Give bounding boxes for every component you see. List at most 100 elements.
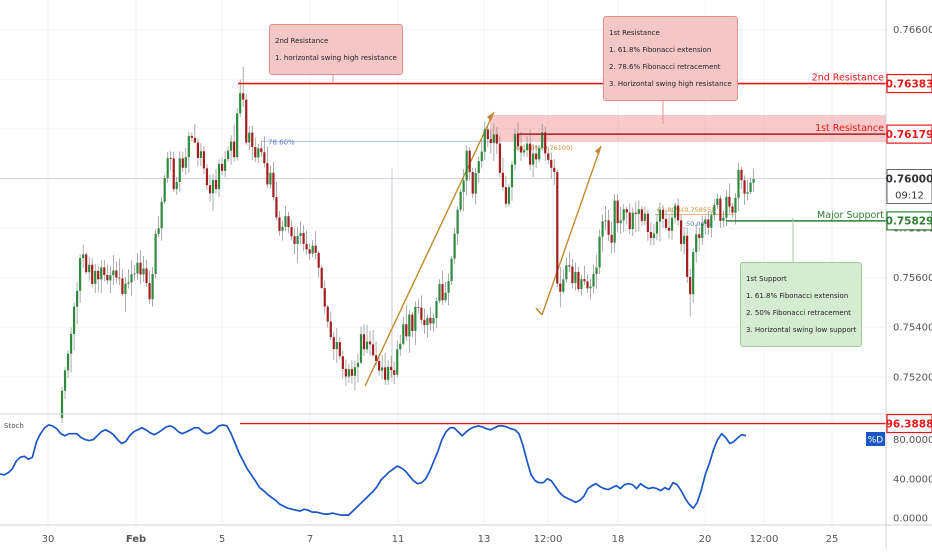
- resistance-1-label: 1st Resistance: [815, 123, 884, 134]
- stoch-d-line: [0, 424, 747, 516]
- candle-body: [489, 139, 492, 144]
- candle-body: [82, 254, 85, 259]
- candle-body: [571, 266, 574, 284]
- candle-body: [661, 209, 665, 219]
- candle-body: [713, 205, 716, 216]
- time-tick-label: 12:00: [750, 534, 779, 545]
- candle-body: [631, 212, 634, 230]
- candle-body: [414, 306, 417, 331]
- candle-body: [317, 252, 320, 268]
- candle-body: [625, 209, 628, 213]
- candle-body: [462, 180, 465, 192]
- candle-body: [374, 355, 378, 361]
- candle-body: [655, 221, 659, 234]
- candle-body: [124, 283, 127, 295]
- candle-body: [683, 235, 686, 244]
- candle-body: [574, 271, 577, 284]
- support-price-badge-box: [886, 211, 932, 231]
- candle-body: [178, 158, 181, 182]
- time-tick-label: 5: [219, 534, 225, 545]
- candle-body: [236, 113, 239, 158]
- candle-body: [251, 132, 254, 148]
- candle-body: [175, 181, 178, 190]
- candle-body: [676, 205, 680, 221]
- candle-body: [248, 132, 251, 143]
- candle-body: [214, 179, 218, 190]
- candle-body: [692, 252, 695, 295]
- candle-body: [432, 318, 435, 324]
- candle-body: [743, 180, 746, 194]
- candle-body: [634, 212, 637, 214]
- candle-body: [293, 236, 296, 244]
- candle-body: [350, 369, 354, 376]
- candle-body: [568, 265, 571, 267]
- candle-body: [695, 234, 698, 253]
- support-label: Major Support: [817, 210, 884, 221]
- candle-body: [353, 367, 357, 376]
- candle-body: [550, 159, 553, 168]
- candle-body: [263, 152, 266, 164]
- candle-body: [459, 191, 462, 210]
- candle-body: [607, 220, 610, 235]
- candle-body: [583, 279, 586, 282]
- candle-body: [643, 213, 646, 221]
- candle-body: [109, 275, 112, 281]
- candle-body: [411, 314, 414, 331]
- candle-body: [529, 143, 532, 165]
- candle-body: [230, 141, 233, 151]
- candle-body: [435, 300, 438, 319]
- time-tick-label: 12:00: [534, 534, 563, 545]
- candle-body: [480, 151, 483, 162]
- candle-body: [746, 192, 749, 194]
- callout-1st-resistance: 1st Resistance 1. 61.8% Fibonacci extens…: [603, 16, 738, 101]
- candle-body: [287, 216, 290, 228]
- callout-1st-support: 1st Support 1. 61.8% Fibonacci extension…: [740, 262, 863, 347]
- time-tick-label: 20: [699, 534, 712, 545]
- candle-body: [242, 93, 245, 100]
- candle-body: [417, 306, 420, 308]
- stoch-tick-label: 40.0000: [893, 474, 932, 485]
- candle-body: [689, 276, 692, 295]
- callout-1st-support-item: 2. 50% Fibonacci retracement: [746, 308, 851, 317]
- candle-body: [97, 270, 100, 280]
- resistance-1-price-badge-box: [886, 124, 932, 144]
- candle-body: [716, 198, 719, 206]
- candle-body: [519, 146, 523, 153]
- candle-body: [257, 148, 260, 158]
- candle-body: [181, 158, 184, 168]
- candle-body: [157, 228, 160, 234]
- candle-body: [190, 135, 193, 138]
- candle-body: [725, 196, 728, 218]
- candle-body: [88, 264, 91, 273]
- candle-body: [752, 178, 755, 183]
- candle-body: [492, 134, 495, 144]
- candle-body: [142, 268, 145, 275]
- candle-body: [438, 284, 441, 301]
- candle-body: [227, 150, 230, 160]
- candle-body: [423, 319, 426, 326]
- candle-body: [538, 147, 541, 160]
- callout-1st-resistance-item: 3. Horizontal swing high resistance: [609, 79, 732, 88]
- candle-body: [399, 343, 402, 350]
- candle-body: [148, 283, 151, 300]
- candle-body: [556, 172, 559, 284]
- candle-body: [510, 164, 514, 188]
- candle-body: [121, 278, 124, 295]
- resistance-1-price-badge: 0.76179: [886, 129, 932, 141]
- candle-body: [133, 273, 136, 275]
- candle-body: [420, 307, 423, 320]
- candle-body: [160, 201, 163, 229]
- trend-arrow-1-head: [487, 112, 494, 121]
- candle-body: [710, 215, 713, 228]
- candle-body: [326, 306, 329, 322]
- callout-1st-support-item: 3. Horizontal swing low support: [746, 325, 857, 334]
- callout-1st-support-title: 1st Support: [746, 274, 787, 283]
- candle-body: [707, 219, 710, 228]
- candle-body: [444, 292, 447, 301]
- candle-body: [145, 268, 148, 284]
- candle-body: [305, 243, 308, 250]
- candle-body: [628, 212, 631, 230]
- candle-body: [604, 220, 607, 222]
- time-tick-label: 30: [42, 534, 55, 545]
